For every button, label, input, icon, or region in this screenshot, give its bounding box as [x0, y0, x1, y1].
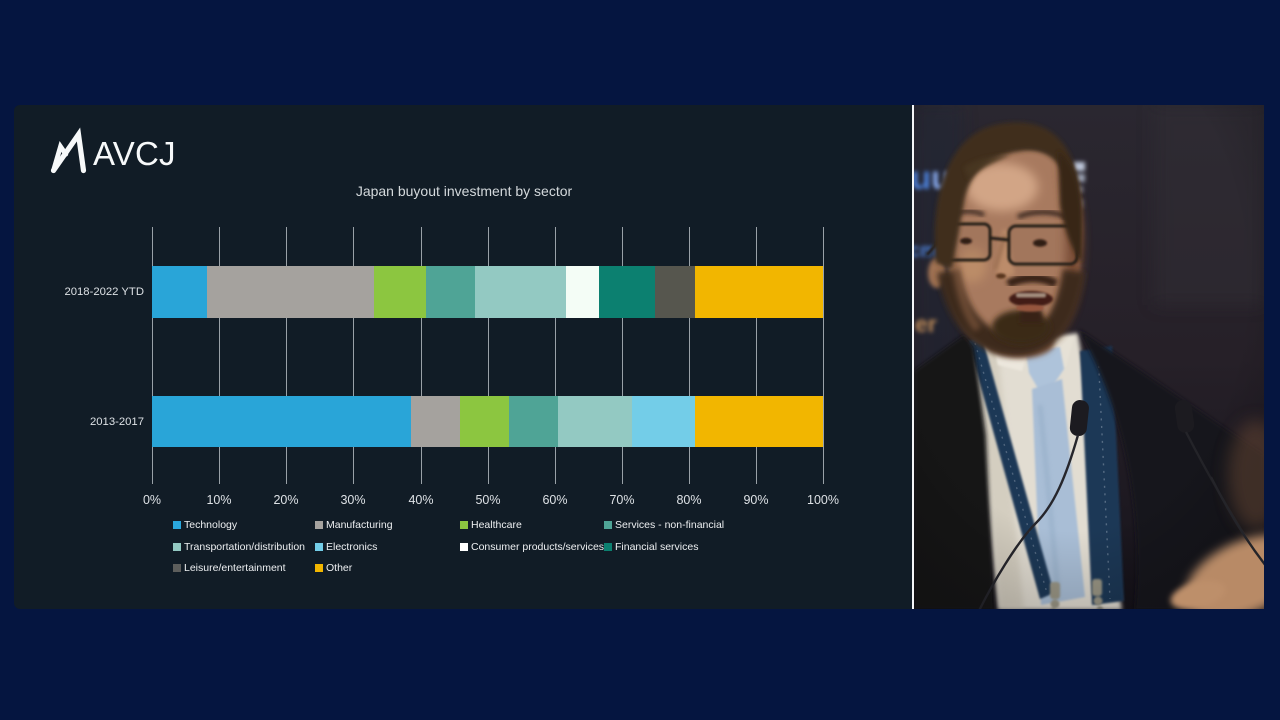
- svg-text:AVCJ: AVCJ: [93, 135, 176, 172]
